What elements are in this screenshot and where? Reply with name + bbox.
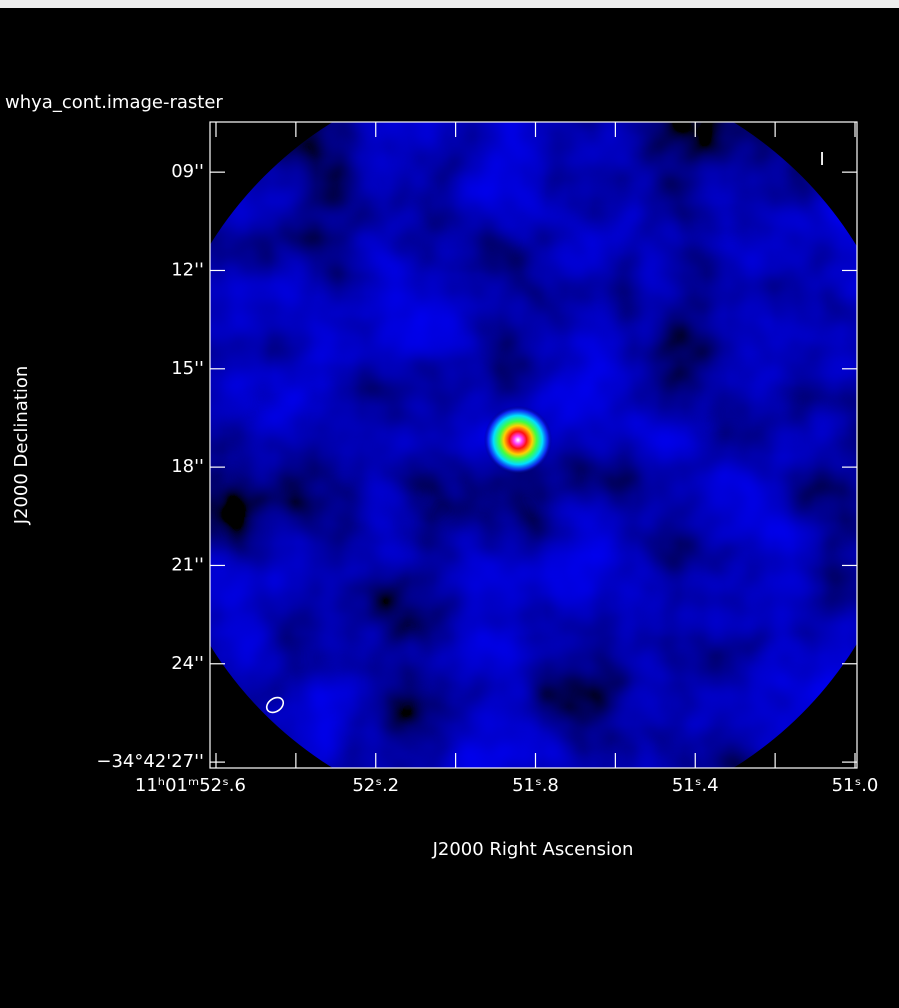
x-tick-label: 52ˢ.2 (352, 775, 399, 796)
page: whya_cont.image-raster I J2000 Right Asc… (0, 0, 899, 1008)
x-tick-label: 51ˢ.8 (512, 775, 559, 796)
stokes-label: I (819, 149, 824, 170)
y-tick-label: 12'' (171, 259, 204, 280)
viewer: whya_cont.image-raster I J2000 Right Asc… (0, 0, 899, 1008)
y-tick-label: 15'' (171, 358, 204, 379)
x-tick-label: 11ʰ01ᵐ52ˢ.6 (135, 775, 246, 796)
y-tick-label: 24'' (171, 653, 204, 674)
image (130, 40, 899, 850)
y-tick-label: 21'' (171, 554, 204, 575)
chart-title: whya_cont.image-raster (5, 92, 223, 113)
y-tick-label: 18'' (171, 456, 204, 477)
y-tick-label: −34°42'27'' (96, 751, 204, 772)
x-tick-label: 51ˢ.0 (832, 775, 879, 796)
y-tick-label: 09'' (171, 161, 204, 182)
x-axis-label: J2000 Right Ascension (432, 839, 634, 860)
x-tick-label: 51ˢ.4 (672, 775, 719, 796)
y-axis-label: J2000 Declination (11, 366, 32, 526)
source (484, 406, 552, 474)
top-bar (0, 0, 899, 8)
